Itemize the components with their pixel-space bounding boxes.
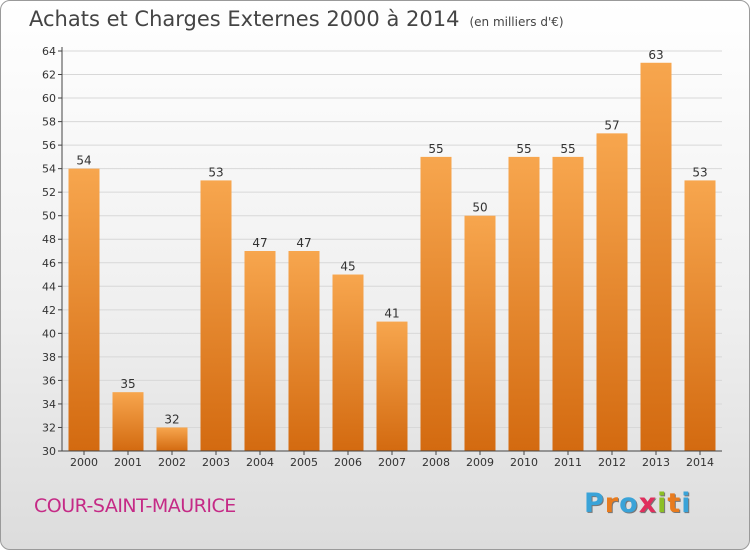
y-tick-label: 60 [42,92,56,105]
chart-title-text: Achats et Charges Externes 2000 à 2014 [29,7,460,31]
bars [68,62,716,452]
x-tick-label: 2000 [70,456,98,469]
y-tick-label: 64 [42,45,56,58]
x-tick-label: 2014 [686,456,714,469]
data-label: 55 [428,142,443,156]
y-tick-label: 48 [42,233,56,246]
bar [464,215,496,451]
data-label: 32 [164,412,179,426]
logo-letter: o [619,488,639,519]
y-tick-label: 32 [42,421,56,434]
proxiti-logo[interactable]: Proxiti [584,488,692,519]
bar [552,156,584,451]
data-label: 57 [604,118,619,132]
x-tick-label: 2003 [202,456,230,469]
y-tick-label: 58 [42,116,56,129]
bar [112,392,144,451]
data-label: 55 [516,142,531,156]
bar [640,62,672,451]
bar [288,251,320,451]
bar [332,274,364,451]
x-tick-label: 2013 [642,456,670,469]
chart-subtitle: (en milliers d'€) [469,15,564,29]
y-tick-label: 56 [42,139,56,152]
y-tick-label: 38 [42,351,56,364]
data-label: 54 [76,154,91,168]
data-label: 47 [252,236,267,250]
bar [68,168,100,451]
y-tick-label: 62 [42,69,56,82]
y-tick-label: 40 [42,327,56,340]
bar [244,251,276,451]
x-tick-label: 2008 [422,456,450,469]
x-tick-label: 2009 [466,456,494,469]
logo-letter: i [681,488,692,519]
x-tick-label: 2002 [158,456,186,469]
bar [376,321,408,451]
x-tick-label: 2004 [246,456,274,469]
data-label: 53 [692,165,707,179]
data-label: 41 [384,307,399,321]
y-tick-label: 36 [42,374,56,387]
x-tick-label: 2011 [554,456,582,469]
chart-title: Achats et Charges Externes 2000 à 2014 (e… [29,7,564,31]
y-tick-label: 30 [42,445,56,458]
y-tick-label: 44 [42,280,56,293]
bar [684,180,716,452]
x-tick-label: 2001 [114,456,142,469]
x-tick-label: 2006 [334,456,362,469]
y-tick-label: 50 [42,210,56,223]
logo-letter: t [667,488,682,519]
bar [508,156,540,451]
data-labels: 54 35 32 53 47 47 45 41 55 50 55 55 57 63 53 [76,48,707,427]
bar [596,133,628,451]
data-label: 50 [472,201,487,215]
y-tick-label: 52 [42,186,56,199]
bar [200,180,232,452]
data-label: 45 [340,260,355,274]
x-tick-label: 2005 [290,456,318,469]
city-name: COUR-SAINT-MAURICE [34,495,236,517]
data-label: 53 [208,165,223,179]
logo-letter: i [657,488,668,519]
bar [156,427,188,451]
data-label: 63 [648,48,663,62]
y-tick-label: 34 [42,398,56,411]
data-label: 47 [296,236,311,250]
data-label: 35 [120,377,135,391]
logo-letter: x [638,488,658,519]
axes: 30 32 34 36 38 40 42 44 46 48 50 52 54 56 58 60 62 64 2000… [42,45,722,469]
x-tick-label: 2007 [378,456,406,469]
bar [420,156,452,451]
y-tick-label: 46 [42,257,56,270]
logo-letter: P [584,488,605,519]
y-tick-label: 54 [42,163,56,176]
data-label: 55 [560,142,575,156]
logo-letter: r [604,488,620,519]
x-tick-label: 2010 [510,456,538,469]
y-tick-label: 42 [42,304,56,317]
x-tick-label: 2012 [598,456,626,469]
